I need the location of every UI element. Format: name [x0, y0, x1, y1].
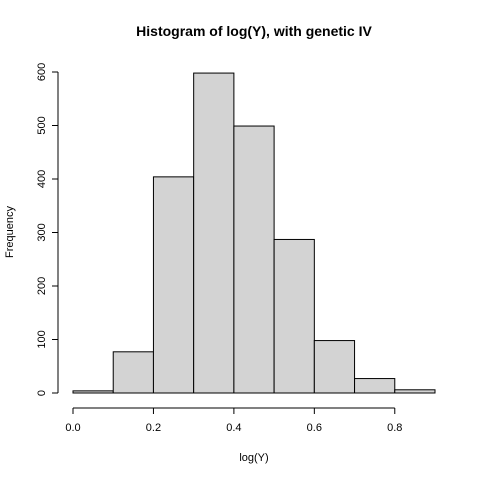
- x-tick-label: 0.8: [387, 422, 402, 434]
- x-tick-label: 0.2: [146, 422, 161, 434]
- histogram-bar: [313, 340, 356, 394]
- y-tick-label: 0: [36, 390, 48, 396]
- histogram-bar: [152, 176, 195, 394]
- bars-group: [72, 72, 436, 394]
- histogram-bar: [273, 238, 315, 394]
- y-tick-label: 200: [36, 277, 48, 295]
- histogram-bar: [112, 351, 154, 394]
- y-tick-label: 500: [36, 116, 48, 134]
- y-tick-label: 300: [36, 223, 48, 241]
- y-tick-label: 400: [36, 170, 48, 188]
- x-tick-label: 0.4: [226, 422, 241, 434]
- x-axis-label: log(Y): [239, 452, 268, 464]
- x-tick-label: 0.0: [65, 422, 80, 434]
- x-axis: 0.0 0.2 0.4 0.6 0.8: [65, 407, 402, 434]
- histogram-bar: [72, 390, 114, 394]
- histogram-bar: [233, 125, 275, 394]
- chart-title: Histogram of log(Y), with genetic IV: [136, 23, 372, 39]
- histogram-bar: [394, 389, 436, 394]
- histogram-bar: [354, 378, 396, 394]
- y-tick-label: 600: [36, 63, 48, 81]
- y-tick-label: 100: [36, 330, 48, 348]
- x-tick-label: 0.6: [307, 422, 322, 434]
- y-axis: 0 100 200 300 400 500 600: [36, 63, 59, 396]
- histogram-bar: [193, 72, 235, 394]
- y-axis-label: Frequency: [4, 206, 16, 258]
